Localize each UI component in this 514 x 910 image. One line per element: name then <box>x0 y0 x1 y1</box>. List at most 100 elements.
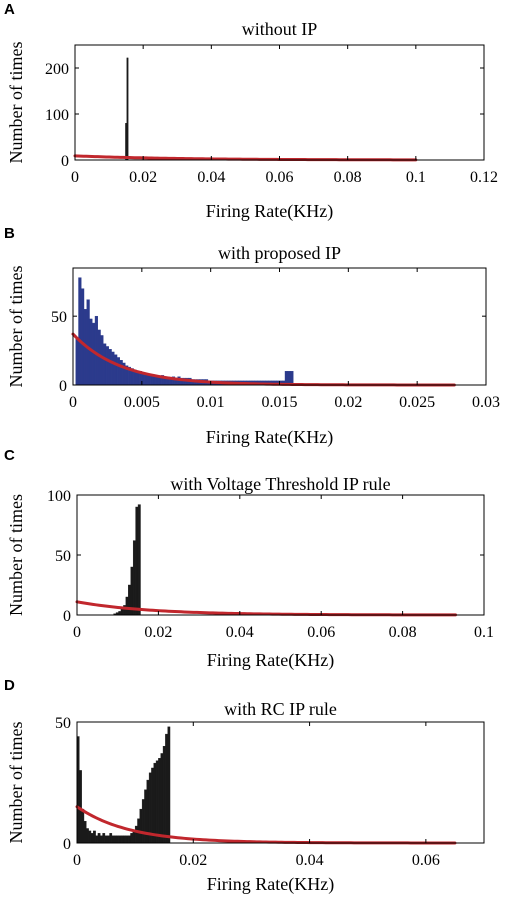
x-tick-label: 0.02 <box>334 394 362 411</box>
histogram-bar <box>126 57 129 161</box>
x-tick-label: 0 <box>73 624 81 641</box>
histogram-bar <box>86 828 89 844</box>
histogram-bar <box>107 835 110 844</box>
histogram-bar <box>141 799 145 844</box>
histogram-bar <box>118 835 122 844</box>
histogram-bar <box>118 611 122 616</box>
histogram-bar <box>155 760 159 844</box>
histogram-bar <box>86 299 90 386</box>
panel-letter: C <box>4 447 15 464</box>
histogram-bar <box>104 835 108 844</box>
x-tick-label: 0 <box>69 394 77 411</box>
histogram-bar <box>132 830 136 844</box>
panel-letter: B <box>4 225 15 242</box>
histogram-bar <box>130 833 134 844</box>
histogram-bar <box>100 335 104 386</box>
y-tick-label: 100 <box>47 488 71 505</box>
histogram-bar <box>160 753 164 844</box>
chart-title: with proposed IP <box>218 243 341 263</box>
panel-letter: A <box>4 1 15 18</box>
histogram-bar <box>162 746 166 844</box>
histogram-bar <box>167 726 171 844</box>
histogram-bar <box>78 277 82 386</box>
histogram-bar <box>111 351 115 386</box>
histogram-bar <box>123 835 127 844</box>
histogram-bar <box>120 835 124 844</box>
x-tick-label: 0.04 <box>296 852 324 869</box>
histogram-bar <box>119 360 123 386</box>
y-axis-label: Number of times <box>6 494 26 616</box>
x-axis-label: Firing Rate(KHz) <box>207 874 334 895</box>
histogram-bar <box>125 596 129 616</box>
histogram-bar <box>132 540 136 616</box>
x-tick-label: 0.12 <box>470 169 498 186</box>
x-tick-label: 0.01 <box>197 394 225 411</box>
axes-frame <box>76 721 485 844</box>
histogram-bar <box>93 830 96 844</box>
histogram-bar <box>83 821 87 844</box>
histogram-bars <box>113 504 141 616</box>
histogram-bar <box>144 789 147 844</box>
histogram-bar <box>125 835 129 844</box>
histogram-bar <box>97 833 101 844</box>
panel-letter: D <box>4 677 15 694</box>
x-tick-label: 0.005 <box>124 394 160 411</box>
x-tick-label: 0.06 <box>412 852 440 869</box>
x-tick-label: 0.1 <box>406 169 426 186</box>
x-tick-label: 0.02 <box>129 169 157 186</box>
histogram-bar <box>128 584 131 616</box>
histogram-bar <box>94 315 98 386</box>
x-tick-label: 0.08 <box>334 169 362 186</box>
histogram-bar <box>149 375 154 386</box>
histogram-bars <box>125 57 129 161</box>
x-tick-label: 0.06 <box>307 624 335 641</box>
histogram-bar <box>165 733 168 844</box>
histogram-bar <box>81 808 85 844</box>
x-tick-label: 0.08 <box>389 624 417 641</box>
y-tick-label: 0 <box>61 153 69 170</box>
x-axis-label: Firing Rate(KHz) <box>207 650 334 671</box>
histogram-bar <box>102 833 106 844</box>
y-tick-label: 0 <box>63 836 71 853</box>
histogram-bar <box>114 835 117 844</box>
x-tick-label: 0 <box>73 852 81 869</box>
histogram-bar <box>127 835 131 844</box>
x-tick-label: 0.02 <box>144 624 172 641</box>
histogram-bar <box>88 830 92 844</box>
y-tick-label: 0 <box>63 608 71 625</box>
histogram-bar <box>75 338 79 386</box>
histogram-bar <box>103 343 107 386</box>
histogram-bar <box>144 373 148 386</box>
x-tick-label: 0.015 <box>262 394 298 411</box>
x-tick-label: 0.04 <box>226 624 254 641</box>
histogram-bar <box>151 767 154 844</box>
y-tick-label: 0 <box>59 378 67 395</box>
axes-frame <box>72 267 487 386</box>
histogram-bar <box>155 376 159 386</box>
y-tick-label: 50 <box>55 548 71 565</box>
y-tick-label: 200 <box>45 61 69 78</box>
histogram-bar <box>109 833 113 844</box>
histogram-bar <box>116 835 120 844</box>
histogram-bar <box>111 835 115 844</box>
histogram-bar <box>125 122 128 161</box>
histogram-bar <box>95 835 99 844</box>
x-tick-label: 0.02 <box>179 852 207 869</box>
histogram-bar <box>105 346 109 386</box>
histogram-bar <box>114 354 118 386</box>
chart-title: with Voltage Threshold IP rule <box>170 474 390 494</box>
x-tick-label: 0.06 <box>266 169 294 186</box>
histogram-bars <box>76 726 171 844</box>
x-tick-label: 0.1 <box>474 624 494 641</box>
histogram-bar <box>108 349 112 386</box>
x-tick-label: 0.04 <box>197 169 225 186</box>
histogram-bar <box>139 808 143 844</box>
y-axis-label: Number of times <box>6 42 26 164</box>
x-axis-label: Firing Rate(KHz) <box>206 201 333 222</box>
chart-title: without IP <box>242 19 318 39</box>
histogram-bar <box>100 835 103 844</box>
histogram-bar <box>90 833 94 844</box>
